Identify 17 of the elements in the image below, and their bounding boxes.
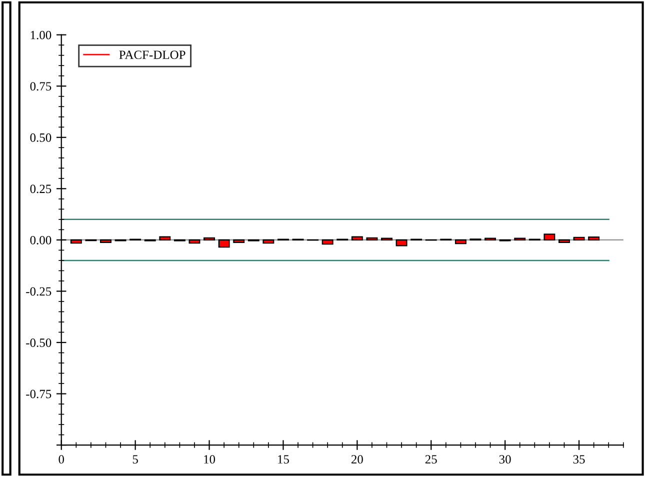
y-tick-label: -0.75 [26, 390, 52, 398]
x-tick-label: 35 [573, 455, 585, 464]
x-tick-label: 15 [278, 455, 289, 464]
x-tick-label: 20 [351, 455, 363, 464]
legend-label: PACF-DLOP [119, 50, 186, 60]
x-tick-label: 10 [204, 455, 216, 464]
y-tick-label: 0.75 [30, 82, 52, 91]
x-tick-label: 5 [132, 455, 138, 464]
x-tick-label: 0 [58, 455, 64, 464]
y-tick-label: 0.00 [30, 236, 52, 244]
x-tick-label: 30 [499, 455, 511, 464]
y-tick-label: 1.00 [30, 30, 52, 40]
y-tick-label: -0.25 [26, 287, 52, 296]
y-tick-label: -0.50 [26, 338, 52, 347]
y-tick-label: 0.25 [30, 184, 52, 194]
y-tick-label: 0.50 [30, 133, 52, 142]
x-tick-label: 25 [425, 455, 437, 464]
